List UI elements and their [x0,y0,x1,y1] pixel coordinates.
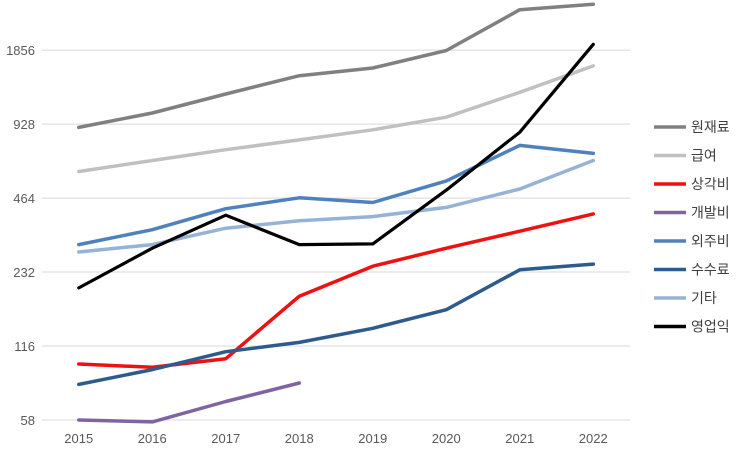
legend-item: 급여 [654,149,717,165]
legend-item: 원재료 [654,120,730,136]
series-line [77,143,596,247]
series-line [77,381,302,424]
legend-label: 영업익 [691,320,730,336]
x-tick-label: 2017 [211,431,240,446]
x-tick-label: 2015 [64,431,93,446]
y-tick-label: 1856 [6,43,35,58]
y-tick-label: 928 [13,117,35,132]
x-axis-ticks: 2015 2016 2017 2018 2019 2020 2021 2022 [64,431,607,446]
x-tick-label: 2016 [138,431,167,446]
legend-label: 외주비 [691,234,730,250]
y-tick-label: 116 [14,339,35,354]
y-tick-label: 464 [13,191,35,206]
series-line [77,64,596,174]
legend-label: 급여 [691,149,717,165]
legend-label: 원재료 [691,120,730,136]
legend-label: 수수료 [691,263,730,279]
legend-item: 상각비 [654,177,730,193]
y-axis-ticks: 58 116 232 464 928 1856 [6,43,35,428]
gridlines [42,49,630,421]
x-tick-label: 2020 [432,431,461,446]
series-line [77,212,596,370]
legend-label: 기타 [691,291,717,307]
x-tick-label: 2021 [505,431,534,446]
legend-label: 개발비 [691,206,730,222]
x-tick-label: 2018 [285,431,314,446]
series-line [77,262,596,387]
legend-label: 상각비 [691,177,730,193]
y-tick-label: 232 [13,265,35,280]
x-tick-label: 2019 [358,431,387,446]
legend-item: 외주비 [654,234,730,250]
series-line [77,42,595,290]
series-line [77,158,596,254]
legend-item: 기타 [654,291,717,307]
series-lines [77,2,596,424]
legend-item: 수수료 [654,263,730,279]
series-line [77,2,596,130]
x-tick-label: 2022 [579,431,608,446]
legend-item: 개발비 [654,206,730,222]
y-tick-label: 58 [21,413,35,428]
legend-item: 영업익 [654,320,730,336]
